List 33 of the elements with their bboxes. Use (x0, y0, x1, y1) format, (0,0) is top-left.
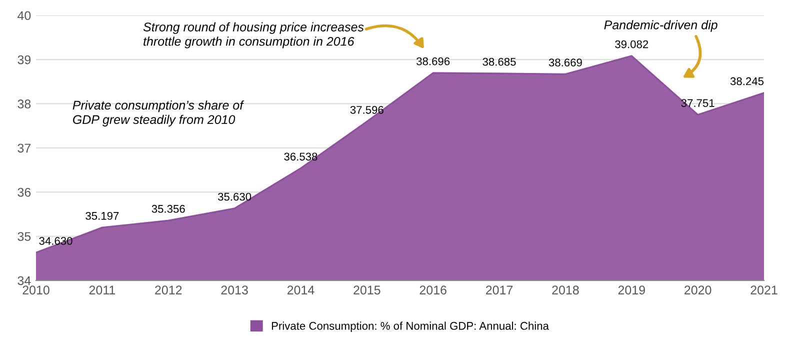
y-tick-label: 39 (18, 55, 31, 64)
annotation: Strong round of housing price increases throttle growth in consumption in 2016 (143, 22, 364, 48)
text: 38.696 (416, 57, 450, 66)
text: 37.596 (350, 106, 384, 114)
text: 36.538 (284, 152, 318, 161)
text: 35.197 (86, 212, 119, 220)
legend-label: Private Consumption: % of Nominal GDP: Annual: China (272, 322, 549, 332)
y-tick-label: 38 (18, 100, 31, 108)
text: 35.630 (218, 192, 252, 201)
x-tick-label: 2020 (684, 286, 712, 294)
text: 38.669 (548, 58, 582, 66)
x-tick-label: 2013 (221, 286, 248, 294)
y-tick-label: 37 (18, 144, 31, 153)
x-tick-label: 2017 (486, 286, 513, 294)
text: 39.082 (615, 40, 648, 48)
x-tick-label: 2021 (750, 286, 778, 294)
x-tick-label: 2010 (22, 286, 50, 294)
text: 38.245 (730, 77, 764, 86)
y-tick-label: 35 (18, 232, 31, 241)
x-tick-label: 2012 (155, 286, 182, 294)
x-tick-label: 2015 (354, 286, 380, 294)
x-tick-label: 2018 (552, 286, 579, 294)
y-tick-label: 40 (18, 11, 31, 20)
text: 35.356 (152, 204, 185, 213)
x-tick-label: 2016 (420, 286, 446, 294)
y-tick-label: 34 (18, 276, 31, 286)
annotation: Pandemic-driven dip (604, 20, 718, 32)
x-tick-label: 2011 (89, 286, 116, 294)
y-tick-label: 36 (18, 188, 31, 197)
text: 38.685 (482, 58, 516, 66)
x-tick-label: 2014 (287, 286, 314, 294)
annotation: Private consumption’s share of GDP grew steadily from 2010 (72, 100, 244, 126)
x-tick-label: 2019 (618, 286, 645, 294)
